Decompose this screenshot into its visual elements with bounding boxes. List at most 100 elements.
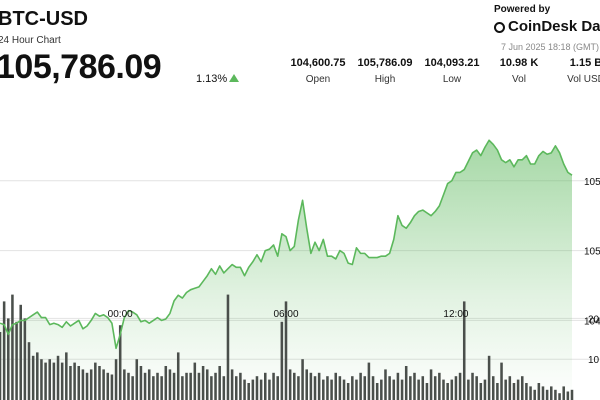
volume-bar: [110, 374, 114, 400]
volume-bar: [114, 359, 118, 400]
volume-bar: [433, 376, 437, 400]
volume-bar: [230, 369, 234, 400]
stat-label: High: [374, 74, 396, 85]
volume-bar: [7, 318, 10, 400]
volume-bar: [392, 379, 396, 400]
price-change: 1.13%: [196, 73, 228, 85]
volume-bar: [89, 369, 93, 400]
volume-bar: [351, 376, 354, 400]
volume-bar: [413, 372, 416, 400]
y-tick-label: 105.5: [584, 177, 600, 188]
volume-bar: [27, 342, 31, 400]
coindesk-logo[interactable]: CoinDesk Data: [494, 18, 600, 35]
stat-label: Vol: [512, 74, 526, 85]
volume-bar: [487, 355, 491, 400]
stat-high: 105,786.09 High: [340, 57, 430, 85]
volume-bar: [56, 355, 60, 400]
volume-bar: [554, 389, 557, 400]
volume-bar: [438, 372, 441, 400]
volume-bar: [0, 332, 2, 400]
stat-label: Vol USD: [567, 74, 600, 85]
volume-bar: [2, 301, 6, 400]
volume-bar: [309, 372, 313, 400]
volume-bar: [483, 379, 487, 400]
chart-subtitle: 24 Hour Chart: [0, 35, 61, 46]
volume-bar: [255, 376, 259, 400]
volume-bar: [60, 362, 64, 400]
volume-bar: [85, 372, 89, 400]
volume-bar: [268, 379, 271, 400]
volume-bar: [259, 379, 263, 400]
volume-bar: [15, 321, 18, 400]
symbol-title: BTC-USD: [0, 8, 88, 30]
volume-bar: [168, 369, 172, 400]
volume-bar: [147, 369, 151, 400]
volume-bar: [152, 376, 155, 400]
volume-bar: [234, 376, 238, 400]
volume-bar: [293, 372, 296, 400]
volume-bar: [23, 318, 27, 400]
volume-bar: [11, 294, 14, 400]
volume-bar: [504, 379, 507, 400]
volume-bar: [118, 325, 122, 400]
volume-bar: [40, 359, 43, 400]
volume-bar: [525, 383, 528, 400]
stat-value: 10.98 K: [499, 57, 539, 69]
x-tick-label: 00:00: [108, 309, 133, 320]
volume-bar: [94, 362, 97, 400]
volume-bar: [201, 366, 205, 400]
price-area: [0, 140, 572, 400]
y-tick-label: 104.5: [584, 316, 600, 327]
volume-bar: [297, 376, 300, 400]
volume-bar: [562, 386, 565, 400]
x-tick-label: 12:00: [443, 309, 468, 320]
volume-bar: [160, 376, 163, 400]
volume-bar: [276, 376, 279, 400]
volume-bar: [65, 352, 68, 400]
volume-bar: [313, 376, 317, 400]
volume-bar: [355, 379, 358, 400]
volume-bar: [77, 366, 81, 400]
volume-bar: [317, 372, 321, 400]
volume-bar: [301, 359, 304, 400]
volume-bar: [346, 383, 350, 400]
volume-bar: [330, 379, 333, 400]
volume-bar: [429, 369, 433, 400]
volume-bar: [558, 393, 561, 400]
volume-bar: [52, 362, 56, 400]
volume-bar: [193, 362, 197, 400]
stat-low: 104,093.21 Low: [407, 57, 497, 85]
volume-bar: [280, 321, 284, 400]
stat-value: 105,786.09: [357, 57, 413, 69]
volume-bar: [73, 362, 76, 400]
stat-value: 104,093.21: [424, 57, 480, 69]
volume-bar: [176, 352, 180, 400]
volume-bar: [272, 372, 275, 400]
volume-bar: [135, 359, 139, 400]
volume-bar: [164, 366, 168, 400]
stat-label: Low: [442, 74, 462, 85]
volume-bar: [123, 369, 126, 400]
volume-bar: [425, 383, 429, 400]
volume-bar: [537, 383, 541, 400]
volume-bar: [520, 376, 524, 400]
volume-bar: [189, 372, 192, 400]
volume-bar: [516, 379, 520, 400]
volume-bar: [139, 366, 143, 400]
volume-bar: [388, 376, 391, 400]
volume-bar: [570, 389, 574, 400]
volume-bar: [371, 376, 375, 400]
stat-label: Open: [305, 74, 331, 85]
volume-bar: [467, 379, 470, 400]
volume-bar: [102, 369, 105, 400]
volume-bar: [218, 366, 221, 400]
stat-value: 104,600.75: [290, 57, 346, 69]
volume-bar: [69, 366, 72, 400]
volume-bar: [533, 389, 536, 400]
volume-bar: [471, 372, 474, 400]
brand-name: CoinDesk Data: [508, 18, 600, 35]
volume-bar: [288, 369, 292, 400]
volume-bar: [131, 376, 134, 400]
current-price: 105,786.09: [0, 48, 162, 86]
